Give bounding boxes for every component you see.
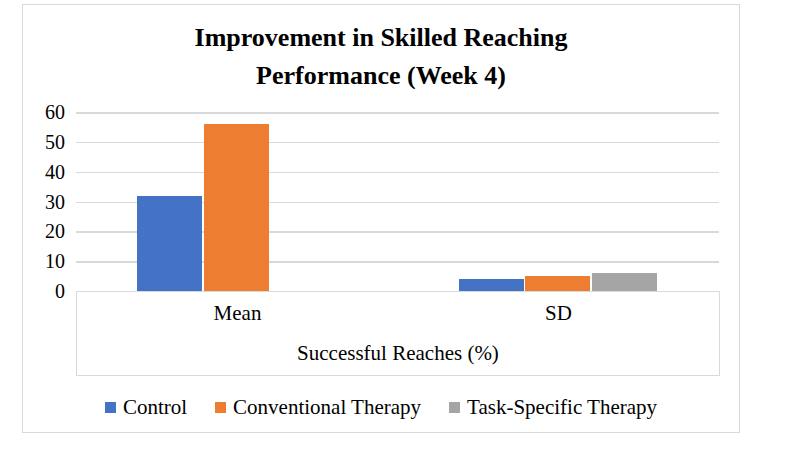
y-tick-label: 0 — [25, 279, 65, 303]
screenshot-canvas: Improvement in Skilled Reaching Performa… — [0, 0, 803, 452]
bar-conventional-therapy-sd — [525, 276, 590, 291]
bar-control-mean — [137, 196, 202, 291]
category-axis-box: Mean SD Successful Reaches (%) — [76, 291, 720, 376]
legend-label: Conventional Therapy — [233, 395, 421, 420]
bar-chart: Improvement in Skilled Reaching Performa… — [22, 4, 740, 433]
category-label-sd: SD — [398, 301, 719, 326]
legend: Control Conventional Therapy Task-Specific… — [23, 395, 739, 420]
legend-label: Task-Specific Therapy — [467, 395, 657, 420]
legend-swatch-conventional-therapy — [215, 402, 226, 413]
legend-label: Control — [123, 395, 187, 420]
x-axis-title: Successful Reaches (%) — [77, 341, 719, 366]
y-tick-label: 30 — [25, 190, 65, 214]
chart-title: Improvement in Skilled Reaching Performa… — [151, 19, 611, 95]
bar-task-specific-therapy-sd — [592, 273, 657, 291]
legend-swatch-control — [105, 402, 116, 413]
category-label-mean: Mean — [77, 301, 398, 326]
bars-layer — [76, 112, 719, 291]
y-tick-label: 10 — [25, 249, 65, 273]
y-tick-label: 40 — [25, 160, 65, 184]
y-tick-label: 20 — [25, 219, 65, 243]
legend-item-conventional-therapy: Conventional Therapy — [215, 395, 421, 420]
legend-item-control: Control — [105, 395, 187, 420]
category-label-row: Mean SD — [77, 301, 719, 326]
bar-control-sd — [459, 279, 524, 291]
legend-item-task-specific-therapy: Task-Specific Therapy — [449, 395, 657, 420]
legend-swatch-task-specific-therapy — [449, 402, 460, 413]
y-tick-label: 60 — [25, 100, 65, 124]
y-tick-label: 50 — [25, 130, 65, 154]
plot-area — [76, 112, 719, 291]
bar-conventional-therapy-mean — [204, 124, 269, 291]
